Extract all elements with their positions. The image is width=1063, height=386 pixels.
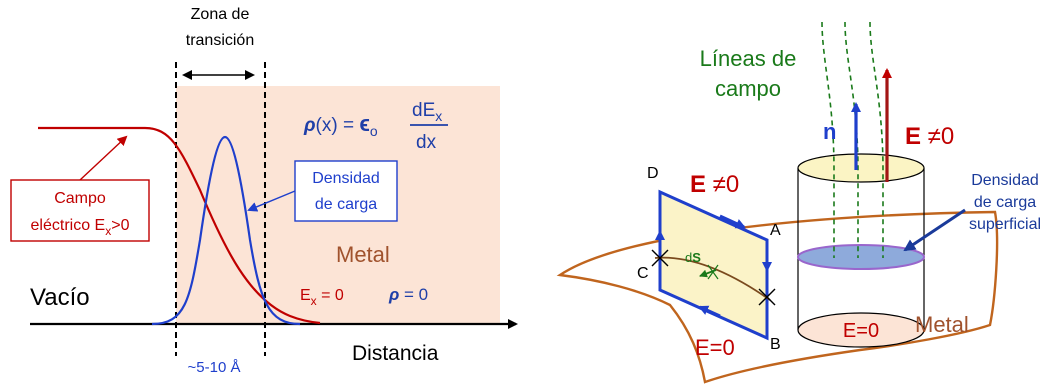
e-zero-cylinder-label: E=0 (843, 320, 879, 342)
field-lines-label-line2: campo (715, 76, 781, 101)
formula-eps: ϵ (359, 111, 370, 136)
left-panel: Zona de transición ρ(x) = ϵo dEx dx Camp… (10, 6, 518, 376)
surface-charge-label-line1: Densidad (971, 172, 1039, 189)
rho-zero-label: ρ = 0 (388, 285, 428, 304)
surface-charge-label-line2: de carga (974, 194, 1036, 211)
zone-title-line2: transición (186, 32, 254, 49)
thickness-label: ~5-10 Å (188, 359, 241, 376)
formula-num: dE (412, 100, 435, 121)
electric-field-curve (38, 126, 321, 325)
normal-label: n (823, 119, 836, 144)
cross-mark-left (651, 249, 669, 267)
cross-mark-right (758, 288, 776, 306)
field-label-line1: Campo (54, 190, 106, 207)
charge-label-line2: de carga (315, 196, 377, 213)
cylinder-top (797, 153, 925, 183)
formula-numerator: dEx (412, 100, 442, 124)
x-axis-label: Distancia (352, 342, 439, 365)
formula-eps-sub: o (370, 123, 378, 139)
field-line-3 (869, 21, 884, 258)
e-zero-loop-label: E=0 (695, 335, 735, 360)
e-nonzero-top-label: E ≠0 (905, 123, 954, 150)
field-line-1 (821, 21, 835, 258)
formula-num-sub: x (435, 108, 442, 124)
loop-surface-curve (654, 256, 771, 301)
formula-lhs: ρ(x) = ϵo (303, 111, 378, 139)
loop-dir-arrow-bottom (698, 305, 721, 318)
surface-charge-disk (797, 244, 925, 270)
field-label-line2: eléctrico Ex>0 (31, 217, 130, 238)
corner-b-label: B (770, 336, 781, 353)
e-nonzero-loop-label: E ≠0 (690, 171, 739, 198)
formula-denominator: dx (416, 132, 437, 153)
loop-dir-arrow-top (719, 214, 746, 229)
cylinder-bottom (797, 312, 925, 348)
field-label-box (10, 179, 150, 242)
zone-title-line1: Zona de (191, 6, 250, 23)
ds-cross (707, 264, 719, 280)
field-line-2 (844, 21, 859, 258)
charge-density-curve (151, 135, 301, 326)
corner-a-label: A (770, 222, 781, 239)
metal-label-right: Metal (915, 312, 969, 337)
ex-zero-label: Ex = 0 (300, 287, 344, 308)
surface-charge-label-line3: superficial (969, 216, 1041, 233)
corner-d-label: D (647, 165, 659, 182)
vacuum-label: Vacío (30, 284, 90, 311)
metal-label-left: Metal (336, 242, 390, 267)
charge-label-pointer (247, 190, 296, 212)
corner-c-label: C (637, 265, 649, 282)
formula-mid: (x) = (316, 115, 360, 136)
ds-label: dS (685, 250, 701, 265)
charge-label-line1: Densidad (312, 170, 380, 187)
surface-charge-pointer (903, 208, 966, 252)
right-panel: Líneas de campo n E ≠0 Densidad de carga… (556, 21, 1041, 384)
field-label-pointer (79, 135, 128, 181)
field-lines-label-line1: Líneas de (700, 46, 797, 71)
formula-rho: ρ (303, 115, 316, 136)
